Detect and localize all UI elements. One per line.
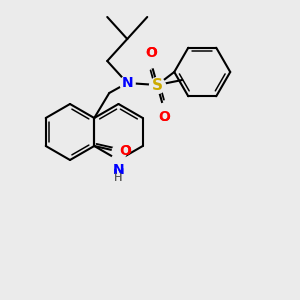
Text: S: S — [152, 77, 163, 92]
Point — [155, 82, 160, 87]
Text: O: O — [158, 110, 170, 124]
Text: N: N — [122, 76, 133, 90]
Text: H: H — [114, 173, 123, 183]
Text: N: N — [113, 163, 124, 177]
Text: O: O — [158, 110, 170, 124]
Text: S: S — [152, 77, 163, 92]
Point — [162, 108, 167, 112]
Point — [149, 58, 154, 62]
Text: N: N — [122, 76, 133, 90]
Point — [117, 148, 122, 153]
Text: N: N — [113, 163, 124, 177]
Text: O: O — [145, 46, 157, 60]
Point — [116, 159, 121, 164]
Point — [125, 81, 130, 85]
Text: O: O — [119, 144, 131, 158]
Text: O: O — [119, 144, 131, 158]
Text: H: H — [114, 173, 123, 183]
Text: O: O — [145, 46, 157, 60]
